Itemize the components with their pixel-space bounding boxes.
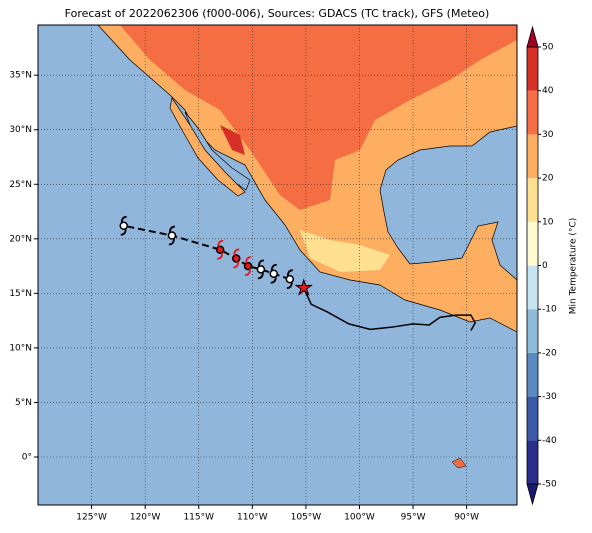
colorbar-bin	[527, 440, 538, 484]
colorbar-tick-label: 30	[542, 130, 554, 140]
storm-arms	[168, 225, 176, 246]
x-tick-label: 110°W	[237, 513, 268, 523]
colorbar-bin	[527, 309, 538, 353]
storm-arms	[244, 256, 252, 276]
storm-eye	[269, 269, 278, 278]
x-tick-label: 120°W	[130, 513, 161, 523]
colorbar-under	[526, 483, 539, 506]
colorbar-tick-label: -40	[542, 436, 557, 446]
colorbar-bin	[527, 396, 538, 441]
y-tick-label: 30°N	[9, 125, 32, 135]
storm-arms	[270, 263, 277, 284]
y-tick-label: 20°N	[9, 234, 32, 244]
land	[97, 25, 517, 469]
colorbar-tick-label: 40	[542, 86, 554, 96]
storm-eye	[231, 254, 241, 263]
storm-marker	[167, 225, 177, 246]
baja	[169, 97, 246, 197]
hot-region	[220, 125, 245, 155]
map-frame	[37, 24, 518, 506]
storm-arms	[286, 269, 293, 290]
colorbar-tick-label: -30	[542, 392, 557, 402]
storm-eye	[167, 231, 177, 240]
forecast-track	[123, 224, 291, 281]
colorbar-tick-label: -20	[542, 348, 557, 358]
y-tick-label: 35°N	[9, 71, 32, 81]
storm-marker	[119, 215, 128, 236]
colorbar-tick-label: 10	[542, 217, 554, 227]
galapagos	[451, 457, 467, 469]
storm-eye	[285, 274, 295, 284]
storm-marker	[243, 256, 253, 276]
colorbar-tick-label: 50	[542, 43, 554, 53]
past-track	[303, 287, 477, 331]
y-tick-label: 25°N	[9, 180, 32, 190]
storm-marker	[231, 248, 241, 269]
colorbar-bin	[527, 178, 538, 222]
x-tick-label: 105°W	[291, 513, 322, 523]
storm-marker	[215, 239, 225, 260]
colorbar-tick-label: 0	[542, 261, 548, 271]
y-tick-label: 5°N	[15, 398, 32, 408]
title: Forecast of 2022062306 (f000-006), Sourc…	[65, 7, 490, 20]
y-tick-label: 0°	[22, 453, 32, 463]
storm-marker	[285, 269, 295, 290]
colorbar-tick-label: -50	[542, 480, 557, 490]
x-tick-label: 115°W	[183, 513, 214, 523]
x-tick-label: 100°W	[344, 513, 375, 523]
y-tick-label: 10°N	[9, 343, 32, 353]
x-tick-label: 95°W	[401, 513, 426, 523]
storm-marker	[256, 259, 266, 280]
colorbar-bin	[527, 352, 538, 397]
cool-region	[300, 230, 390, 272]
colorbar-bin	[527, 90, 538, 135]
storm-eye	[243, 261, 253, 271]
colorbar-over	[526, 25, 539, 48]
storm-arms	[233, 248, 240, 269]
colorbar-bin	[527, 221, 538, 266]
warm-region	[120, 25, 517, 210]
colorbar-tick-label: -10	[542, 305, 557, 315]
colorbar-label: Min Temperature (°C)	[569, 218, 579, 315]
colorbar-bin	[527, 47, 538, 91]
storm-arms	[257, 259, 264, 280]
y-tick-label: 15°N	[9, 289, 32, 299]
storm-eye	[256, 265, 266, 274]
x-tick-label: 125°W	[76, 513, 107, 523]
colorbar-tick-label: 20	[542, 174, 554, 184]
storm-arms	[217, 239, 224, 260]
x-tick-label: 90°W	[454, 513, 479, 523]
storm-eye	[119, 221, 128, 230]
colorbar-bin	[527, 265, 538, 310]
storm-marker	[269, 263, 278, 284]
current-position	[294, 278, 313, 296]
storm-eye	[215, 245, 225, 254]
colorbar-bin	[527, 134, 538, 179]
storm-arms	[120, 215, 127, 236]
